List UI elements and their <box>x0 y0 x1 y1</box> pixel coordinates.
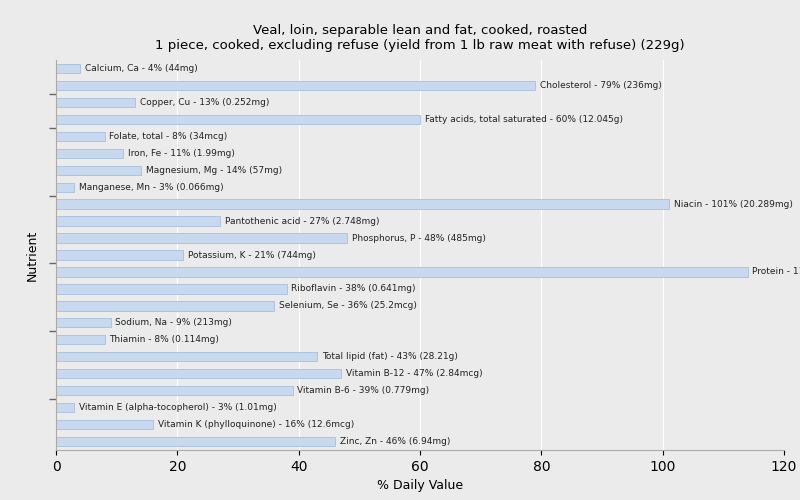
Bar <box>56 284 286 294</box>
Bar <box>56 114 420 124</box>
Text: Total lipid (fat) - 43% (28.21g): Total lipid (fat) - 43% (28.21g) <box>322 352 458 361</box>
Text: Niacin - 101% (20.289mg): Niacin - 101% (20.289mg) <box>674 200 793 208</box>
Bar <box>56 132 105 141</box>
Text: Zinc, Zn - 46% (6.94mg): Zinc, Zn - 46% (6.94mg) <box>340 437 450 446</box>
Bar <box>56 81 535 90</box>
Bar <box>56 437 335 446</box>
Bar <box>56 234 347 242</box>
Text: Copper, Cu - 13% (0.252mg): Copper, Cu - 13% (0.252mg) <box>140 98 269 107</box>
Bar <box>56 250 183 260</box>
Bar <box>56 318 110 328</box>
Bar <box>56 420 153 429</box>
Text: Vitamin B-12 - 47% (2.84mcg): Vitamin B-12 - 47% (2.84mcg) <box>346 369 482 378</box>
Text: Fatty acids, total saturated - 60% (12.045g): Fatty acids, total saturated - 60% (12.0… <box>425 115 623 124</box>
Text: Potassium, K - 21% (744mg): Potassium, K - 21% (744mg) <box>188 250 316 260</box>
Text: Cholesterol - 79% (236mg): Cholesterol - 79% (236mg) <box>540 81 662 90</box>
Bar <box>56 182 74 192</box>
Text: Calcium, Ca - 4% (44mg): Calcium, Ca - 4% (44mg) <box>85 64 198 73</box>
Title: Veal, loin, separable lean and fat, cooked, roasted
1 piece, cooked, excluding r: Veal, loin, separable lean and fat, cook… <box>155 24 685 52</box>
Text: Phosphorus, P - 48% (485mg): Phosphorus, P - 48% (485mg) <box>352 234 486 242</box>
Bar <box>56 403 74 412</box>
Bar <box>56 386 293 396</box>
Bar <box>56 200 669 209</box>
Text: Thiamin - 8% (0.114mg): Thiamin - 8% (0.114mg) <box>110 336 219 344</box>
Text: Riboflavin - 38% (0.641mg): Riboflavin - 38% (0.641mg) <box>291 284 416 294</box>
Text: Pantothenic acid - 27% (2.748mg): Pantothenic acid - 27% (2.748mg) <box>225 216 379 226</box>
Bar <box>56 148 122 158</box>
Text: Vitamin B-6 - 39% (0.779mg): Vitamin B-6 - 39% (0.779mg) <box>298 386 430 395</box>
Bar <box>56 216 220 226</box>
Bar <box>56 64 80 73</box>
Bar <box>56 352 317 362</box>
X-axis label: % Daily Value: % Daily Value <box>377 480 463 492</box>
Y-axis label: Nutrient: Nutrient <box>26 230 38 280</box>
Bar <box>56 335 105 344</box>
Bar <box>56 369 341 378</box>
Text: Manganese, Mn - 3% (0.066mg): Manganese, Mn - 3% (0.066mg) <box>79 182 224 192</box>
Bar <box>56 301 274 310</box>
Text: Folate, total - 8% (34mcg): Folate, total - 8% (34mcg) <box>110 132 228 141</box>
Text: Protein - 114% (56.79g): Protein - 114% (56.79g) <box>753 268 800 276</box>
Bar <box>56 98 135 107</box>
Bar <box>56 268 747 276</box>
Text: Iron, Fe - 11% (1.99mg): Iron, Fe - 11% (1.99mg) <box>127 149 234 158</box>
Text: Vitamin K (phylloquinone) - 16% (12.6mcg): Vitamin K (phylloquinone) - 16% (12.6mcg… <box>158 420 354 429</box>
Text: Sodium, Na - 9% (213mg): Sodium, Na - 9% (213mg) <box>115 318 232 328</box>
Text: Vitamin E (alpha-tocopherol) - 3% (1.01mg): Vitamin E (alpha-tocopherol) - 3% (1.01m… <box>79 403 277 412</box>
Text: Selenium, Se - 36% (25.2mcg): Selenium, Se - 36% (25.2mcg) <box>279 302 417 310</box>
Bar <box>56 166 141 175</box>
Text: Magnesium, Mg - 14% (57mg): Magnesium, Mg - 14% (57mg) <box>146 166 282 174</box>
